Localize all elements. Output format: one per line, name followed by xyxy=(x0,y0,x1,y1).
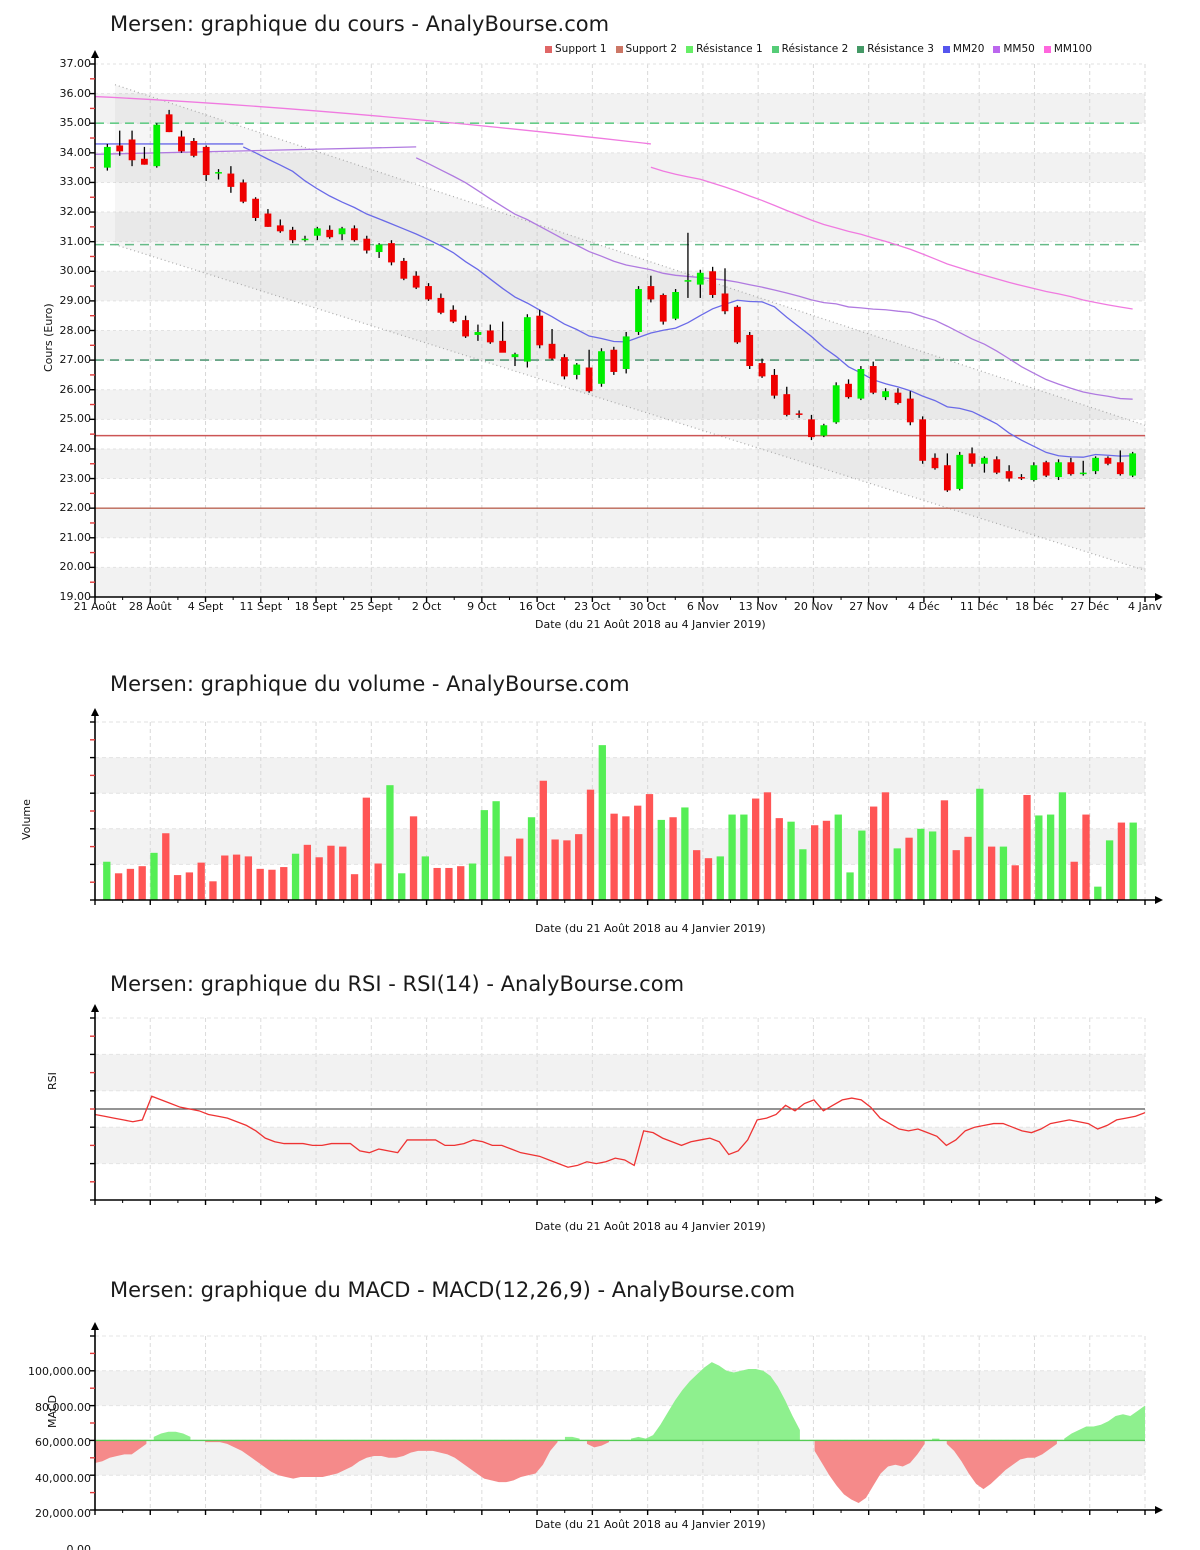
y-tick-label: 36.00 xyxy=(59,86,92,100)
legend-item-label: Résistance 3 xyxy=(867,43,934,55)
y-tick-label: 34.00 xyxy=(59,145,92,159)
x-tick-label: 4 Sept xyxy=(187,600,224,613)
legend-item: MM50 xyxy=(993,43,1035,55)
legend-item: Résistance 2 xyxy=(771,43,849,55)
legend-item-label: Résistance 1 xyxy=(696,43,763,55)
x-tick-label: 2 Oct xyxy=(411,600,442,613)
x-tick-label: 23 Oct xyxy=(574,600,611,613)
volume-x-axis-label: Date (du 21 Août 2018 au 4 Janvier 2019) xyxy=(535,922,766,935)
rsi-chart-plot xyxy=(90,1004,1163,1205)
y-tick-label: 32.00 xyxy=(59,205,92,219)
legend-item: Résistance 1 xyxy=(686,44,763,55)
y-tick-label: 100,000.00 xyxy=(28,1365,91,1378)
y-tick-label: 29.00 xyxy=(59,293,92,307)
x-tick-label: 4 Déc xyxy=(908,600,940,613)
x-tick-label: 13 Nov xyxy=(738,600,778,613)
legend-item-label: MM100 xyxy=(1053,43,1093,55)
y-tick-label: 35.00 xyxy=(59,116,92,130)
x-tick-label: 25 Sept xyxy=(350,600,393,613)
y-tick-label: 21.00 xyxy=(59,530,92,544)
y-tick-label: 30.00 xyxy=(59,264,92,278)
legend-item-label: Support 1 xyxy=(555,43,607,55)
x-tick-label: 21 Août xyxy=(73,600,117,613)
y-tick-label: 40,000.00 xyxy=(35,1471,91,1485)
x-tick-label: 27 Déc xyxy=(1070,600,1110,613)
legend-item: Résistance 3 xyxy=(857,44,934,55)
macd-chart-plot xyxy=(90,1322,1163,1515)
legend-item-label: MM20 xyxy=(952,43,985,55)
y-tick-label: 31.00 xyxy=(59,234,92,248)
legend-item-label: Résistance 2 xyxy=(781,43,849,55)
rsi-chart-title: Mersen: graphique du RSI - RSI(14) - Ana… xyxy=(110,972,685,996)
volume-chart-plot xyxy=(90,708,1163,905)
y-tick-label: 22.00 xyxy=(59,501,92,515)
volume-chart-title: Mersen: graphique du volume - AnalyBours… xyxy=(110,672,630,696)
y-tick-label: 26.00 xyxy=(59,382,92,396)
y-tick-label: 20,000.00 xyxy=(35,1507,91,1521)
legend-swatch-icon xyxy=(1043,45,1051,53)
legend-swatch-icon xyxy=(686,45,694,53)
x-tick-label: 18 Déc xyxy=(1015,600,1054,613)
x-tick-label: 11 Sept xyxy=(239,600,283,613)
legend-swatch-icon xyxy=(942,45,950,53)
macd-x-axis-label: Date (du 21 Août 2018 au 4 Janvier 2019) xyxy=(535,1518,766,1531)
macd-chart-title: Mersen: graphique du MACD - MACD(12,26,9… xyxy=(110,1278,796,1302)
legend-item-label: Support 2 xyxy=(625,43,678,55)
price-x-axis-label: Date (du 21 Août 2018 au 4 Janvier 2019) xyxy=(535,618,766,631)
y-tick-label: 37.00 xyxy=(59,57,92,70)
y-tick-label: 0.00 xyxy=(66,1543,92,1550)
y-tick-label: 80,000.00 xyxy=(35,1400,91,1414)
x-tick-label: 18 Sept xyxy=(294,600,338,613)
legend-swatch-icon xyxy=(545,45,552,53)
legend-swatch-icon xyxy=(993,45,1001,53)
legend-swatch-icon xyxy=(771,45,779,53)
legend-item: MM100 xyxy=(1043,43,1093,55)
legend-item: Support 2 xyxy=(615,43,678,55)
y-tick-label: 23.00 xyxy=(59,471,92,485)
legend-swatch-icon xyxy=(857,45,865,53)
y-tick-label: 25.00 xyxy=(59,412,92,426)
rsi-chart-panel: Mersen: graphique du RSI - RSI(14) - Ana… xyxy=(0,960,1200,1260)
x-tick-label: 16 Oct xyxy=(518,600,556,613)
legend-item: Support 1 xyxy=(545,44,607,55)
x-tick-label: 27 Nov xyxy=(849,600,889,613)
x-tick-label: 6 Nov xyxy=(686,600,719,613)
legend-item: MM20 xyxy=(942,43,985,55)
y-tick-label: 19.00 xyxy=(59,590,92,603)
price-chart-legend: Support 1 Support 2 Résistance 1 Résistance… xyxy=(545,44,1092,55)
x-tick-label: 30 Oct xyxy=(629,600,666,613)
macd-chart-panel: Mersen: graphique du MACD - MACD(12,26,9… xyxy=(0,1260,1200,1550)
price-chart-panel: Mersen: graphique du cours - AnalyBourse… xyxy=(0,0,1200,650)
x-tick-label: 28 Août xyxy=(128,600,172,613)
x-tick-label: 9 Oct xyxy=(467,600,497,613)
price-chart-title: Mersen: graphique du cours - AnalyBourse… xyxy=(110,12,610,36)
y-tick-label: 60,000.00 xyxy=(35,1436,91,1450)
y-tick-label: 33.00 xyxy=(59,175,92,189)
x-tick-label: 11 Déc xyxy=(959,600,999,613)
volume-chart-panel: Mersen: graphique du volume - AnalyBours… xyxy=(0,650,1200,1550)
y-tick-label: 20.00 xyxy=(59,560,92,574)
x-tick-label: 4 Janv xyxy=(1128,600,1162,613)
y-tick-label: 24.00 xyxy=(59,441,92,455)
y-tick-label: 28.00 xyxy=(59,323,92,337)
x-tick-label: 20 Nov xyxy=(793,600,833,613)
rsi-x-axis-label: Date (du 21 Août 2018 au 4 Janvier 2019) xyxy=(535,1220,766,1233)
y-tick-label: 27.00 xyxy=(59,353,92,367)
legend-item-label: MM50 xyxy=(1003,43,1035,55)
price-chart-plot xyxy=(90,50,1163,602)
legend-swatch-icon xyxy=(615,45,623,53)
